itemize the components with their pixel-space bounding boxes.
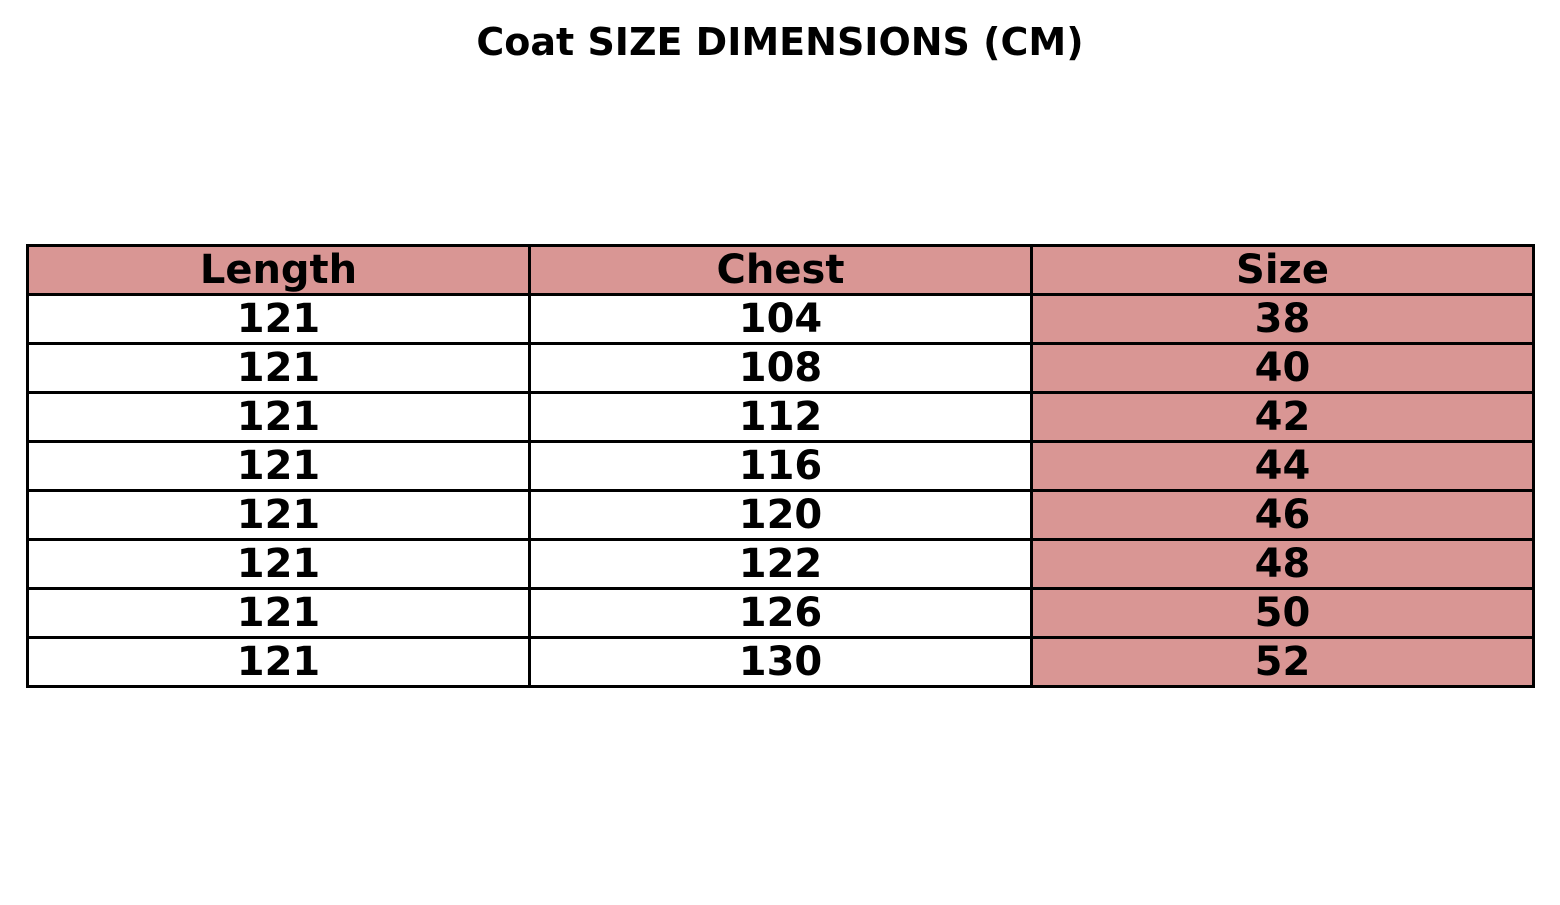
column-header: Chest [528, 244, 1033, 296]
table-cell: 108 [528, 342, 1033, 394]
table-cell: 50 [1030, 587, 1535, 639]
table-cell: 122 [528, 538, 1033, 590]
header-row: Length Chest Size [26, 244, 1535, 296]
table-row: 121 126 50 [26, 587, 1535, 639]
size-table: Length Chest Size 121 104 38 121 108 40 121 112 42… [26, 244, 1535, 688]
table-cell: 121 [26, 391, 531, 443]
table-cell: 121 [26, 440, 531, 492]
table-cell: 121 [26, 587, 531, 639]
table-row: 121 108 40 [26, 342, 1535, 394]
table-cell: 112 [528, 391, 1033, 443]
table-cell: 121 [26, 342, 531, 394]
table-cell: 46 [1030, 489, 1535, 541]
table-row: 121 112 42 [26, 391, 1535, 443]
table-cell: 104 [528, 293, 1033, 345]
table-title: Coat SIZE DIMENSIONS (CM) [476, 20, 1084, 64]
table-cell: 38 [1030, 293, 1535, 345]
column-header: Size [1030, 244, 1535, 296]
table-cell: 121 [26, 538, 531, 590]
table-cell: 44 [1030, 440, 1535, 492]
table-cell: 42 [1030, 391, 1535, 443]
table-cell: 126 [528, 587, 1033, 639]
table-cell: 121 [26, 489, 531, 541]
table-row: 121 116 44 [26, 440, 1535, 492]
table-cell: 121 [26, 293, 531, 345]
table-cell: 52 [1030, 636, 1535, 688]
column-header: Length [26, 244, 531, 296]
table-cell: 48 [1030, 538, 1535, 590]
table-row: 121 130 52 [26, 636, 1535, 688]
table-cell: 121 [26, 636, 531, 688]
table-row: 121 120 46 [26, 489, 1535, 541]
table-cell: 116 [528, 440, 1033, 492]
table-cell: 120 [528, 489, 1033, 541]
table-cell: 130 [528, 636, 1033, 688]
table-row: 121 104 38 [26, 293, 1535, 345]
table-row: 121 122 48 [26, 538, 1535, 590]
table-cell: 40 [1030, 342, 1535, 394]
